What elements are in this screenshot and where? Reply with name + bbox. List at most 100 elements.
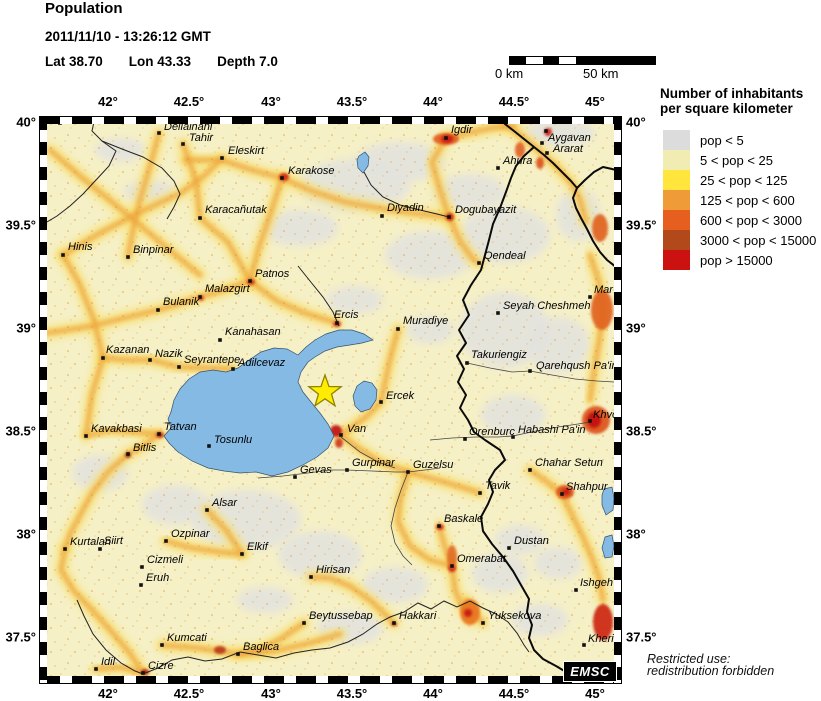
lon-tick-label-bottom: 43° [261,686,281,701]
city-label: Kavakbasi [91,423,142,435]
lake-east-1 [601,486,614,516]
city-label: Yuksekova [488,610,541,622]
city-label: Bulanik [163,296,200,308]
hotspot [592,214,608,242]
city-label: Eleskirt [228,145,265,157]
hotspot [447,545,457,569]
city-dot [98,547,102,551]
city-dot [545,151,549,155]
road [390,471,413,566]
city-label: Aygavan [547,132,591,144]
city-dot [447,215,451,219]
legend-label: 125 < pop < 600 [700,193,795,208]
country-border [503,124,578,189]
city-dot [58,124,62,125]
city-label: Baglica [243,641,279,653]
page-title: Population [45,0,123,17]
legend-swatch [663,170,690,190]
map-frame-left [39,116,48,684]
hotspot [591,290,613,330]
city-label: Shahpur [566,481,609,493]
city-label: Baskale [444,513,483,525]
city-dot [156,308,160,312]
city-dot [157,131,161,135]
hotspot [536,157,544,169]
city-dot [148,358,152,362]
city-label: Diyadin [387,202,424,214]
minor-border [76,599,530,675]
lat-tick-label-left: 39° [16,320,36,336]
city-dot [463,437,467,441]
city-dot [444,136,448,140]
hotspot [464,609,472,617]
city-dot [511,435,515,439]
lon-tick-label-top: 42.5° [173,94,205,109]
road [257,467,441,479]
city-dot [481,621,485,625]
city-dot [450,564,454,568]
lon-tick-label-bottom: 42.5° [173,686,205,701]
scale-bar-max-label: 50 km [583,66,619,81]
city-dot [218,338,222,342]
lon-tick-label-bottom: 45° [585,686,605,701]
hotspot [214,646,226,654]
city-dot [126,452,130,456]
legend-swatch [663,230,690,250]
city-label: Seyah Cheshmeh [503,300,590,312]
lakes [163,151,614,559]
lat-tick-label-right: 39.5° [626,217,657,233]
lat-tick-label-right: 39° [626,320,646,336]
lon-tick-label-top: 44° [423,94,443,109]
restricted-line2: redistribution forbidden [647,664,775,678]
road [466,362,614,383]
event-lat: Lat 38.70 [45,54,103,69]
city-dot [335,321,339,325]
event-datetime: 2011/11/10 - 13:26:12 GMT [45,29,211,44]
epicenter-star [306,373,344,408]
restricted-line1: Restricted use: [647,652,731,666]
lon-tick-label-bottom: 44.5° [498,686,530,701]
city-dot [496,166,500,170]
lat-tick-label-left: 38.5° [5,423,36,439]
city-label: Kazanan [106,344,149,356]
city-dot [478,491,482,495]
city-dot [205,508,209,512]
lon-tick-label-bottom: 43.5° [336,686,368,701]
city-label: Kheri [588,633,614,645]
city-dot [380,214,384,218]
country-border [456,146,567,673]
legend-title-line2: per square kilometer [660,101,793,116]
city-dot [177,365,181,369]
lon-tick-label-top: 44.5° [498,94,530,109]
city-dot [540,141,544,145]
city-dot [236,652,240,656]
city-dot [248,279,252,283]
country-borders [456,124,614,673]
city-dot [302,621,306,625]
city-label: Igdir [451,124,474,136]
lon-tick-label-top: 43° [261,94,281,109]
city-label: Idil [101,656,116,668]
legend-label: 600 < pop < 3000 [700,213,802,228]
city-label: Hinis [68,241,93,253]
city-label: Orenburc [469,426,515,438]
city-dot [198,295,202,299]
city-dot [309,575,313,579]
city-dot [392,621,396,625]
lon-tick-label-bottom: 44° [423,686,443,701]
event-lon: Lon 43.33 [128,54,192,69]
road [340,436,396,469]
city-dot [63,547,67,551]
city-dot [220,156,224,160]
emsc-logo: EMSC [566,664,614,679]
scale-bar [509,56,656,65]
city-label: Qarehqush Pa'in [536,360,614,372]
city-label: Ercek [386,390,415,402]
city-label: Omerabat [457,553,507,565]
lat-tick-label-right: 37.5° [626,629,657,645]
country-border [572,187,614,267]
city-label: Hakkari [399,610,437,622]
city-label: Patnos [255,268,290,280]
city-label: Karacañutak [205,204,267,216]
